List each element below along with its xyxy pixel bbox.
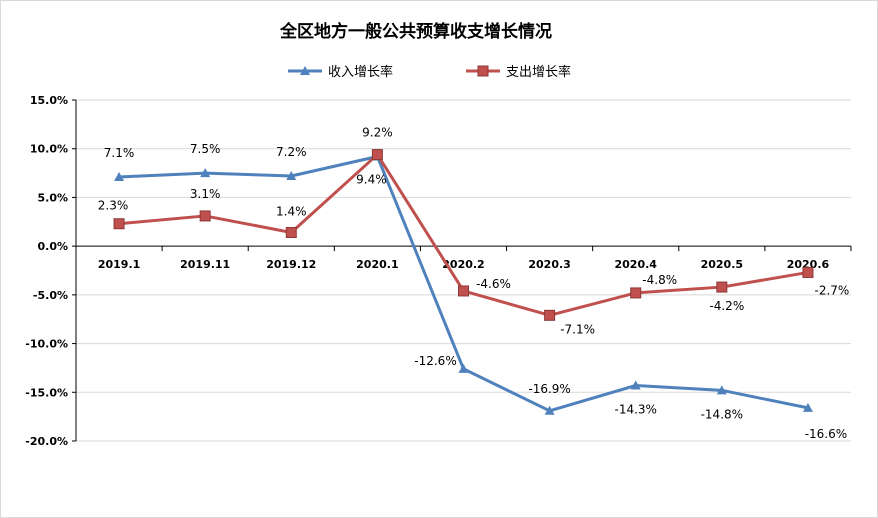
x-tick-label: 2020.2	[442, 258, 484, 271]
data-label: 7.5%	[190, 142, 221, 156]
x-tick-label: 2020.5	[701, 258, 743, 271]
data-point-square	[113, 218, 125, 230]
data-point-triangle	[458, 363, 469, 373]
data-point-square	[544, 309, 556, 321]
legend-label: 收入增长率	[328, 64, 393, 80]
legend-item-0: 收入增长率	[288, 64, 393, 80]
x-tick-label: 2020.4	[614, 258, 657, 271]
data-label: -2.7%	[815, 283, 850, 297]
data-label: 7.2%	[276, 145, 307, 159]
data-point-triangle	[802, 402, 813, 412]
x-tick-label: 2020.1	[356, 258, 398, 271]
data-label: 9.4%	[356, 173, 387, 187]
x-tick-label: 2019.11	[180, 258, 230, 271]
legend-item-1: 支出增长率	[466, 64, 571, 80]
y-tick-label: 0.0%	[37, 240, 68, 253]
data-point-triangle	[114, 171, 125, 181]
x-tick-label: 2019.12	[266, 258, 316, 271]
series-1	[113, 149, 814, 321]
x-axis: 2019.1 2019.11 2019.12 2020.1 2020.2 2020.3 20…	[75, 245, 852, 271]
data-point-triangle	[300, 66, 310, 75]
y-tick-label: 10.0%	[30, 143, 68, 156]
x-tick-label: 2020.6	[787, 258, 830, 271]
data-point-square	[716, 281, 728, 293]
chart-title: 全区地方一般公共预算收支增长情况	[279, 21, 552, 42]
y-tick-label: 5.0%	[37, 191, 68, 204]
data-point-square	[630, 287, 642, 299]
y-tick-label: -10.0%	[25, 338, 68, 351]
data-point-triangle	[544, 405, 555, 415]
data-label: 7.1%	[104, 146, 135, 160]
data-label: -7.1%	[560, 322, 595, 336]
data-label: 1.4%	[276, 205, 307, 219]
legend-label: 支出增长率	[506, 64, 571, 80]
data-point-square	[199, 210, 211, 222]
data-point-square	[285, 227, 297, 239]
data-label: -14.8%	[701, 407, 743, 421]
data-point-square	[477, 65, 489, 77]
data-label: 3.1%	[190, 187, 221, 201]
y-axis: 15.0% 10.0% 5.0% 0.0% -5.0% -10.0% -15.0% -20.0…	[25, 94, 77, 448]
data-label: -4.6%	[476, 277, 511, 291]
legend: 收入增长率 支出增长率	[288, 64, 571, 80]
data-label: -16.9%	[528, 382, 570, 396]
x-tick-label: 2020.3	[528, 258, 570, 271]
y-tick-label: -15.0%	[25, 386, 68, 399]
data-label: -12.6%	[414, 354, 456, 368]
data-point-square	[802, 266, 814, 278]
y-tick-label: 15.0%	[30, 94, 68, 107]
data-point-triangle	[716, 385, 727, 395]
data-point-square	[371, 149, 383, 161]
data-label: -14.3%	[614, 402, 656, 416]
y-tick-label: -20.0%	[25, 435, 68, 448]
data-labels: 7.1% 7.5% 7.2% 9.2% -12.6% -16.9% -14.3% -14.8%…	[98, 126, 850, 441]
data-point-triangle	[630, 380, 641, 390]
data-point-triangle	[286, 170, 297, 180]
data-label: -4.8%	[642, 273, 677, 287]
data-label: 2.3%	[98, 199, 129, 213]
data-label: -4.2%	[709, 299, 744, 313]
data-point-square	[458, 285, 469, 297]
y-tick-label: -5.0%	[33, 289, 68, 302]
x-tick-label: 2019.1	[98, 258, 140, 271]
data-label: -16.6%	[805, 427, 847, 441]
series-layer	[113, 149, 814, 415]
data-point-triangle	[200, 168, 211, 178]
data-label: 9.2%	[362, 126, 393, 140]
